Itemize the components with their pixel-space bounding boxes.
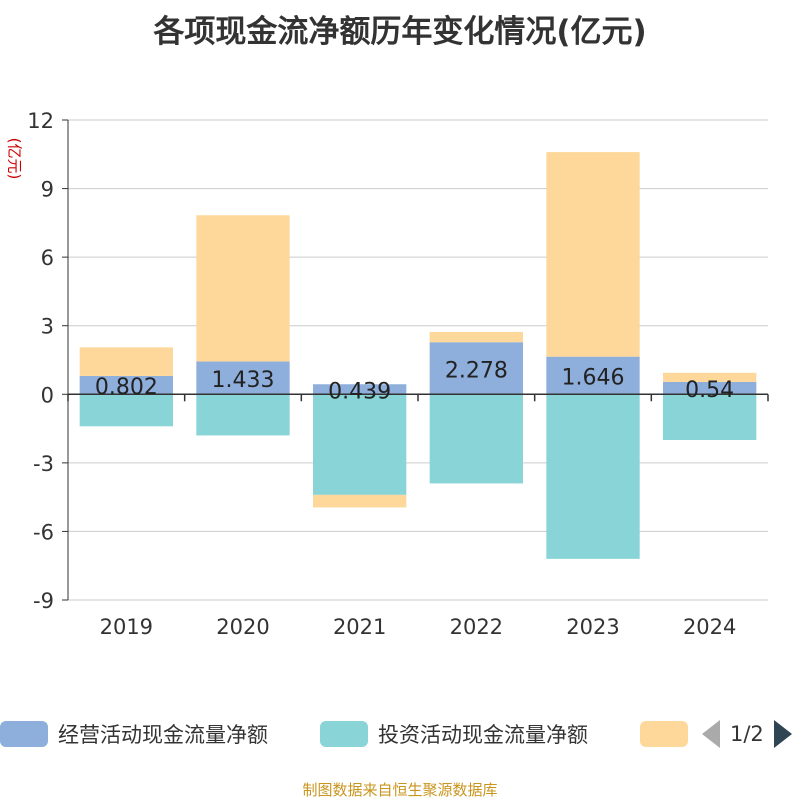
legend-swatch-investing	[320, 721, 368, 747]
bar-operating-2021	[313, 384, 407, 395]
data-source-note: 制图数据来自恒生聚源数据库	[302, 781, 498, 799]
legend-label-investing: 投资活动现金流量净额	[378, 723, 588, 747]
bar-investing-2024	[663, 394, 757, 440]
bar-operating-2024	[663, 381, 757, 395]
bar-operating-2022	[429, 342, 523, 395]
bar-investing-2020	[196, 394, 290, 436]
bars	[79, 152, 757, 559]
x-tick-label: 2024	[683, 615, 736, 639]
bar-financing-2019	[79, 347, 173, 376]
y-tick-label: -6	[33, 520, 54, 544]
bar-financing-2023	[546, 152, 640, 357]
legend-page-indicator: 1/2	[730, 722, 764, 746]
x-tick-label: 2021	[333, 615, 386, 639]
x-tick-label: 2020	[216, 615, 269, 639]
data-label-operating: 1.646	[562, 365, 625, 390]
legend-item-investing[interactable]: 投资活动现金流量净额	[320, 714, 588, 754]
y-tick-label: -3	[33, 452, 54, 476]
bar-investing-2021	[313, 394, 407, 495]
x-tick-label: 2019	[100, 615, 153, 639]
x-tick-label: 2023	[566, 615, 619, 639]
legend-item-operating[interactable]: 经营活动现金流量净额	[0, 714, 268, 754]
bar-operating-2023	[546, 356, 640, 395]
data-label-operating: 0.54	[685, 378, 734, 403]
chart-title: 各项现金流净额历年变化情况(亿元)	[153, 14, 647, 50]
data-label-operating: 0.802	[95, 375, 158, 400]
y-tick-label: 9	[41, 178, 54, 202]
legend-swatch-financing	[640, 721, 688, 747]
bar-financing-2022	[429, 331, 523, 343]
y-tick-label: -9	[33, 589, 54, 613]
legend-pager: 1/2	[702, 714, 792, 754]
bar-operating-2019	[79, 375, 173, 395]
x-tick-label: 2022	[450, 615, 503, 639]
legend-prev-page-icon[interactable]	[702, 720, 720, 748]
data-label-operating: 0.439	[328, 379, 391, 404]
y-tick-label: 6	[41, 246, 54, 270]
legend-swatch-operating	[0, 721, 48, 747]
bar-financing-2020	[196, 215, 290, 362]
chart-plot: -9 -6 -3 0 3 6 9 12 2019 2020 2021 2022 2023 2024 0.8…	[27, 109, 769, 639]
bar-investing-2022	[429, 394, 523, 484]
bar-investing-2019	[79, 394, 173, 427]
data-label-operating: 1.433	[212, 368, 275, 393]
data-labels: 0.802 1.433 0.439 2.278 1.646 0.54	[95, 358, 734, 404]
axes: -9 -6 -3 0 3 6 9 12 2019 2020 2021 2022 2023 2024	[27, 109, 769, 639]
bar-investing-2023	[546, 394, 640, 559]
y-tick-label: 0	[41, 383, 54, 407]
legend-item-financing[interactable]	[640, 714, 688, 754]
bar-financing-2024	[663, 372, 757, 382]
y-tick-label: 3	[41, 315, 54, 339]
y-tick-label: 12	[27, 109, 54, 133]
legend-label-operating: 经营活动现金流量净额	[58, 723, 268, 747]
legend: 经营活动现金流量净额 投资活动现金流量净额 1/2	[0, 714, 800, 754]
legend-next-page-icon[interactable]	[773, 720, 792, 748]
bar-financing-2021	[313, 494, 407, 508]
bar-operating-2020	[196, 361, 290, 395]
data-label-operating: 2.278	[445, 358, 508, 383]
